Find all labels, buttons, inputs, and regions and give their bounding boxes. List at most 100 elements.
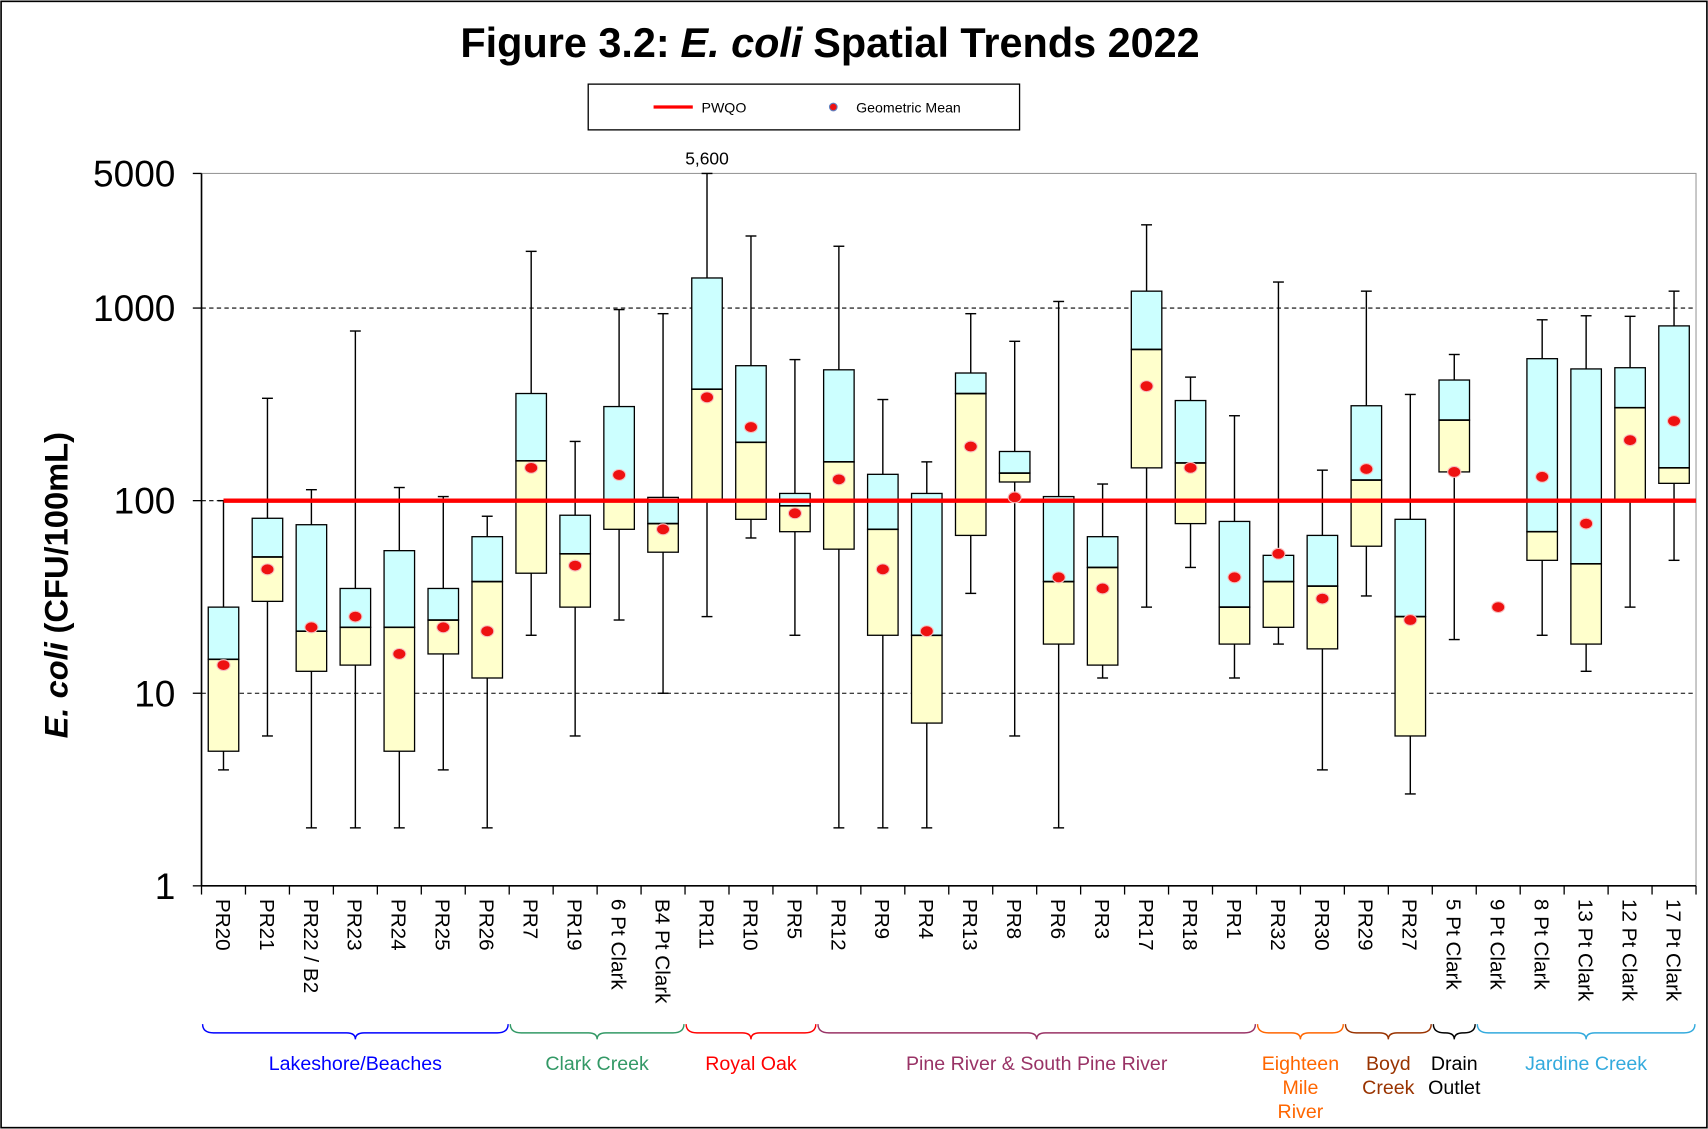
- box-lower: [1042, 580, 1075, 645]
- geometric-mean: [1447, 465, 1462, 478]
- box-upper: [998, 450, 1031, 474]
- geometric-mean: [1403, 614, 1418, 627]
- box-upper: [1526, 358, 1559, 533]
- box-upper: [383, 550, 416, 628]
- geometric-mean: [436, 621, 451, 634]
- box-lower: [910, 634, 943, 724]
- box-lower: [339, 626, 372, 666]
- x-tick-label: PR29: [1354, 899, 1377, 951]
- geometric-mean: [787, 507, 803, 520]
- group-brace: [201, 1024, 509, 1040]
- geometric-mean: [1666, 415, 1682, 428]
- group-label-line: Eighteen: [1262, 1053, 1339, 1075]
- box-lower: [1350, 479, 1383, 547]
- x-tick-label: 13 Pt Clark: [1574, 899, 1597, 1002]
- box-upper: [691, 277, 723, 390]
- box-upper: [1174, 399, 1207, 464]
- geometric-mean: [1623, 434, 1638, 447]
- box-upper: [1438, 379, 1471, 421]
- x-tick-label: PR6: [1046, 899, 1069, 939]
- geometric-mean: [1271, 547, 1286, 560]
- group-label-line: Drain: [1431, 1053, 1478, 1075]
- x-tick-label: PR24: [387, 899, 410, 951]
- box-upper: [1042, 495, 1075, 583]
- legend-swatch: [828, 102, 838, 112]
- x-tick-label: PR21: [255, 899, 278, 951]
- geometric-mean: [348, 610, 363, 623]
- x-tick-label: 6 Pt Clark: [606, 899, 629, 990]
- value-label: 5,600: [685, 149, 729, 169]
- x-tick-label: PR17: [1134, 899, 1157, 951]
- group-label: Royal Oak: [705, 1053, 797, 1075]
- x-tick-label: 8 Pt Clark: [1530, 899, 1553, 990]
- x-tick-label: 5 Pt Clark: [1442, 899, 1465, 990]
- geometric-mean: [1007, 491, 1022, 504]
- y-tick-label: 5000: [93, 153, 175, 195]
- box-upper: [207, 606, 240, 660]
- box-upper: [427, 587, 460, 621]
- box-lower: [207, 658, 240, 752]
- box-upper: [1658, 325, 1690, 469]
- box-lower: [735, 441, 767, 520]
- group-brace: [685, 1024, 817, 1040]
- group-label: Boyd Creek: [1362, 1053, 1414, 1099]
- geometric-mean: [1227, 571, 1242, 584]
- geometric-mean: [1579, 517, 1594, 530]
- box-lower: [1086, 566, 1119, 666]
- group-brace: [1344, 1024, 1432, 1040]
- x-tick-label: PR4: [914, 899, 937, 939]
- x-tick-label: PR13: [958, 899, 981, 951]
- box-upper: [1570, 368, 1603, 565]
- y-label-part: E. coli: [38, 641, 75, 738]
- box-upper: [295, 524, 328, 632]
- x-tick-label: PR8: [1002, 899, 1025, 939]
- group-label-line: Mile: [1282, 1077, 1318, 1099]
- box-lower: [1570, 563, 1603, 645]
- x-tick-label: PR26: [475, 899, 498, 951]
- group-label-line: Outlet: [1428, 1077, 1481, 1099]
- y-tick-label: 1000: [93, 287, 175, 329]
- box-upper: [910, 492, 943, 636]
- title-part: Figure 3.2:: [460, 20, 669, 66]
- legend-label: PWQO: [702, 100, 747, 116]
- group-brace: [509, 1024, 685, 1040]
- box-upper: [1130, 290, 1163, 351]
- geometric-mean: [699, 391, 715, 404]
- x-tick-label: 17 Pt Clark: [1661, 899, 1684, 1002]
- group-brace: [1256, 1024, 1344, 1040]
- geometric-mean: [743, 421, 759, 434]
- x-tick-label: PR19: [563, 899, 586, 951]
- box-lower: [954, 392, 987, 537]
- geometric-mean: [1535, 470, 1550, 483]
- geometric-mean: [612, 468, 627, 481]
- x-tick-label: 9 Pt Clark: [1486, 899, 1509, 990]
- box-lower: [691, 388, 723, 502]
- box-lower: [515, 460, 548, 574]
- group-label: Clark Creek: [545, 1053, 649, 1075]
- geometric-mean: [1139, 380, 1154, 393]
- group-label-line: Clark Creek: [545, 1053, 649, 1075]
- box-lower: [603, 500, 636, 530]
- x-tick-label: PR23: [343, 899, 366, 951]
- x-tick-label: PR3: [1090, 899, 1113, 939]
- box-lower: [1262, 580, 1295, 628]
- x-tick-label: PR27: [1398, 899, 1421, 951]
- geometric-mean: [524, 461, 539, 474]
- x-tick-label: PR7: [519, 899, 542, 939]
- box-upper: [251, 517, 284, 558]
- box-lower: [1394, 615, 1427, 737]
- y-axis-label: E. coli (CFU/100mL): [38, 432, 75, 738]
- group-label-line: Creek: [1362, 1077, 1414, 1099]
- box-lower: [998, 472, 1031, 483]
- group-label: Drain Outlet: [1428, 1053, 1481, 1099]
- group-label-line: River: [1278, 1101, 1324, 1123]
- group-label: Jardine Creek: [1525, 1053, 1647, 1075]
- x-tick-label: PR10: [738, 899, 761, 951]
- chart-title: Figure 3.2: E. coli Spatial Trends 2022: [460, 20, 1199, 66]
- geometric-mean: [304, 621, 319, 634]
- box-upper: [515, 392, 548, 462]
- box-lower: [1658, 467, 1690, 484]
- y-tick-label: 100: [114, 480, 176, 522]
- geometric-mean: [831, 473, 846, 486]
